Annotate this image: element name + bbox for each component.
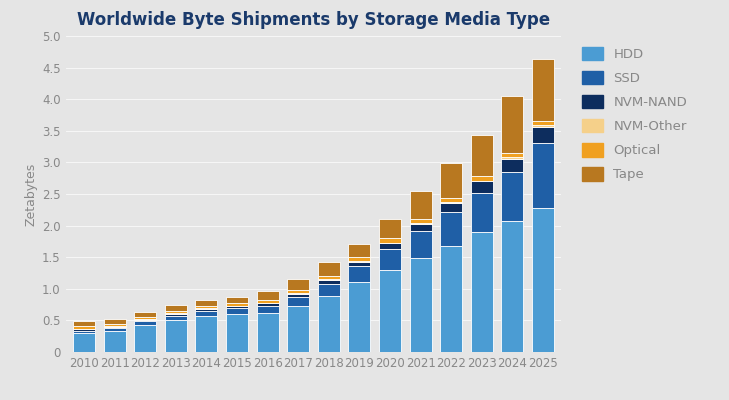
Bar — [532, 125, 554, 127]
Bar — [226, 314, 248, 352]
Bar — [195, 308, 217, 309]
Bar — [410, 258, 432, 352]
Bar — [165, 311, 187, 314]
Bar — [440, 212, 462, 246]
Bar — [287, 293, 309, 294]
Bar — [226, 306, 248, 308]
Bar — [379, 249, 401, 270]
Bar — [287, 279, 309, 290]
Bar — [348, 266, 370, 282]
Bar — [410, 192, 432, 219]
Bar — [257, 306, 278, 313]
Bar — [134, 319, 156, 320]
Bar — [134, 321, 156, 325]
Bar — [257, 300, 278, 303]
Bar — [287, 297, 309, 306]
Bar — [195, 311, 217, 316]
Bar — [502, 96, 523, 153]
Bar — [410, 231, 432, 258]
Bar — [104, 328, 125, 331]
Bar — [73, 321, 95, 326]
Bar — [226, 297, 248, 303]
Bar — [440, 203, 462, 212]
Bar — [502, 157, 523, 159]
Bar — [195, 306, 217, 308]
Bar — [134, 312, 156, 317]
Bar — [532, 127, 554, 144]
Bar — [410, 223, 432, 224]
Bar — [502, 159, 523, 172]
Bar — [502, 172, 523, 220]
Bar — [257, 313, 278, 352]
Bar — [502, 220, 523, 352]
Bar — [379, 238, 401, 243]
Bar — [73, 326, 95, 329]
Bar — [104, 326, 125, 327]
Bar — [379, 270, 401, 352]
Bar — [440, 163, 462, 198]
Bar — [165, 320, 187, 352]
Y-axis label: Zetabytes: Zetabytes — [25, 162, 38, 226]
Bar — [104, 318, 125, 324]
Bar — [318, 284, 340, 296]
Legend: HDD, SSD, NVM-NAND, NVM-Other, Optical, Tape: HDD, SSD, NVM-NAND, NVM-Other, Optical, … — [578, 42, 691, 185]
Bar — [134, 325, 156, 352]
Bar — [195, 309, 217, 311]
Bar — [104, 331, 125, 352]
Bar — [318, 280, 340, 284]
Bar — [379, 243, 401, 249]
Bar — [440, 202, 462, 203]
Bar — [348, 282, 370, 352]
Bar — [502, 153, 523, 157]
Bar — [134, 320, 156, 321]
Bar — [134, 317, 156, 319]
Bar — [318, 276, 340, 279]
Bar — [471, 135, 493, 176]
Bar — [318, 279, 340, 280]
Bar — [410, 219, 432, 223]
Bar — [165, 305, 187, 311]
Bar — [440, 246, 462, 352]
Bar — [348, 262, 370, 266]
Bar — [379, 219, 401, 238]
Bar — [410, 224, 432, 231]
Bar — [73, 333, 95, 352]
Bar — [257, 303, 278, 306]
Bar — [257, 291, 278, 300]
Bar — [348, 261, 370, 262]
Bar — [104, 327, 125, 328]
Bar — [195, 300, 217, 306]
Bar — [73, 330, 95, 333]
Bar — [73, 329, 95, 330]
Bar — [165, 314, 187, 316]
Bar — [532, 59, 554, 121]
Bar — [532, 208, 554, 352]
Bar — [165, 316, 187, 320]
Bar — [471, 181, 493, 193]
Bar — [471, 232, 493, 352]
Bar — [195, 316, 217, 352]
Bar — [287, 294, 309, 297]
Bar — [532, 144, 554, 208]
Bar — [318, 296, 340, 352]
Bar — [440, 198, 462, 202]
Bar — [287, 290, 309, 293]
Bar — [226, 303, 248, 306]
Bar — [287, 306, 309, 352]
Bar — [471, 176, 493, 181]
Bar — [348, 256, 370, 261]
Bar — [226, 308, 248, 314]
Bar — [318, 262, 340, 276]
Bar — [532, 121, 554, 125]
Bar — [104, 324, 125, 326]
Bar — [348, 244, 370, 256]
Bar — [471, 193, 493, 232]
Title: Worldwide Byte Shipments by Storage Media Type: Worldwide Byte Shipments by Storage Medi… — [77, 11, 550, 29]
